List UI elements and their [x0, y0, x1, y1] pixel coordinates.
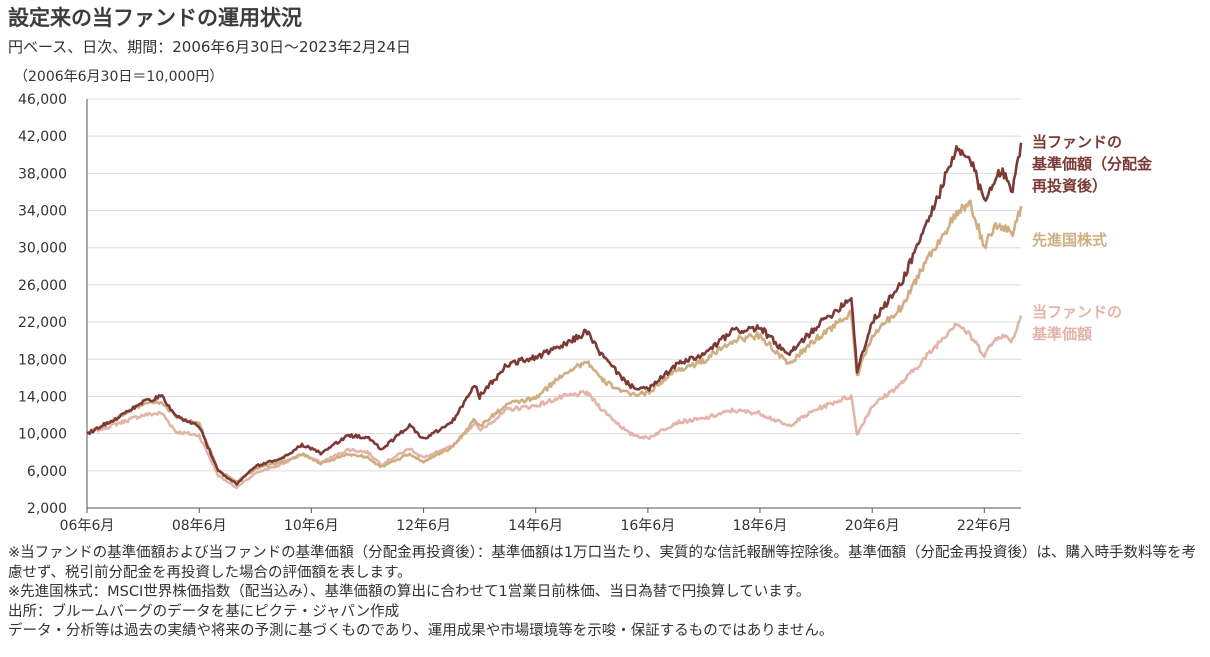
- legend-msci: 先進国株式: [1032, 231, 1107, 249]
- series-line-0: [86, 315, 1023, 490]
- footnotes: ※当ファンドの基準価額および当ファンドの基準価額（分配金再投資後）：基準価額は1…: [8, 544, 1203, 642]
- y-tick-label: 46,000: [18, 92, 67, 108]
- footnote-4: データ・分析等は過去の実績や将来の予測に基づくものであり、運用成果や市場環境等を…: [8, 623, 834, 639]
- y-tick-label: 22,000: [18, 315, 67, 331]
- x-tick-label: 08年6月: [172, 518, 227, 534]
- legend-nav-line2: 基準価額: [1031, 325, 1092, 343]
- chart-axes: [86, 99, 1021, 509]
- x-tick-label: 10年6月: [284, 518, 339, 534]
- chart-ticks: 2,000 6,000 10,000 14,000 18,000 22,000 26,000…: [18, 92, 1012, 534]
- y-tick-label: 18,000: [18, 352, 67, 368]
- line-chart: 2,000 6,000 10,000 14,000 18,000 22,000 26,000…: [18, 92, 1153, 534]
- y-tick-label: 38,000: [18, 166, 67, 182]
- y-tick-label: 6,000: [27, 464, 67, 480]
- x-tick-label: 14年6月: [508, 518, 563, 534]
- x-tick-label: 12年6月: [396, 518, 451, 534]
- x-tick-label: 22年6月: [957, 518, 1012, 534]
- y-tick-label: 42,000: [18, 129, 67, 145]
- chart-subtitle: 円ベース、日次、期間：2006年6月30日～2023年2月24日: [8, 38, 411, 56]
- legend-nav-line1: 当ファンドの: [1032, 303, 1122, 321]
- x-tick-label: 06年6月: [60, 518, 115, 534]
- y-axis-unit-label: （2006年6月30日＝10,000円）: [14, 69, 224, 85]
- x-tick-label: 20年6月: [845, 518, 900, 534]
- chart-legend: 当ファンドの 基準価額（分配金 再投資後） 先進国株式 当ファンドの 基準価額: [1031, 133, 1153, 343]
- y-tick-label: 26,000: [18, 278, 67, 294]
- footnote-2: ※先進国株式：MSCI世界株価指数（配当込み）、基準価額の算出に合わせて1営業日…: [8, 584, 811, 600]
- y-tick-label: 34,000: [18, 204, 67, 220]
- x-tick-label: 18年6月: [733, 518, 788, 534]
- legend-reinvested-line1: 当ファンドの: [1032, 133, 1122, 151]
- chart-grid: [87, 98, 1021, 472]
- legend-reinvested-line2: 基準価額（分配金: [1031, 155, 1153, 173]
- footnote-1: ※当ファンドの基準価額および当ファンドの基準価額（分配金再投資後）：基準価額は1…: [8, 545, 1197, 581]
- y-tick-label: 14,000: [18, 389, 67, 405]
- x-tick-label: 16年6月: [621, 518, 676, 534]
- legend-reinvested-line3: 再投資後）: [1032, 177, 1107, 195]
- chart-series: [86, 142, 1023, 490]
- y-tick-label: 10,000: [18, 427, 67, 443]
- footnote-3: 出所：ブルームバーグのデータを基にピクテ・ジャパン作成: [8, 603, 400, 620]
- page-title: 設定来の当ファンドの運用状況: [8, 6, 302, 30]
- series-line-1: [86, 199, 1023, 483]
- series-line-2: [86, 142, 1023, 486]
- y-tick-label: 2,000: [27, 501, 67, 517]
- y-tick-label: 30,000: [18, 241, 67, 257]
